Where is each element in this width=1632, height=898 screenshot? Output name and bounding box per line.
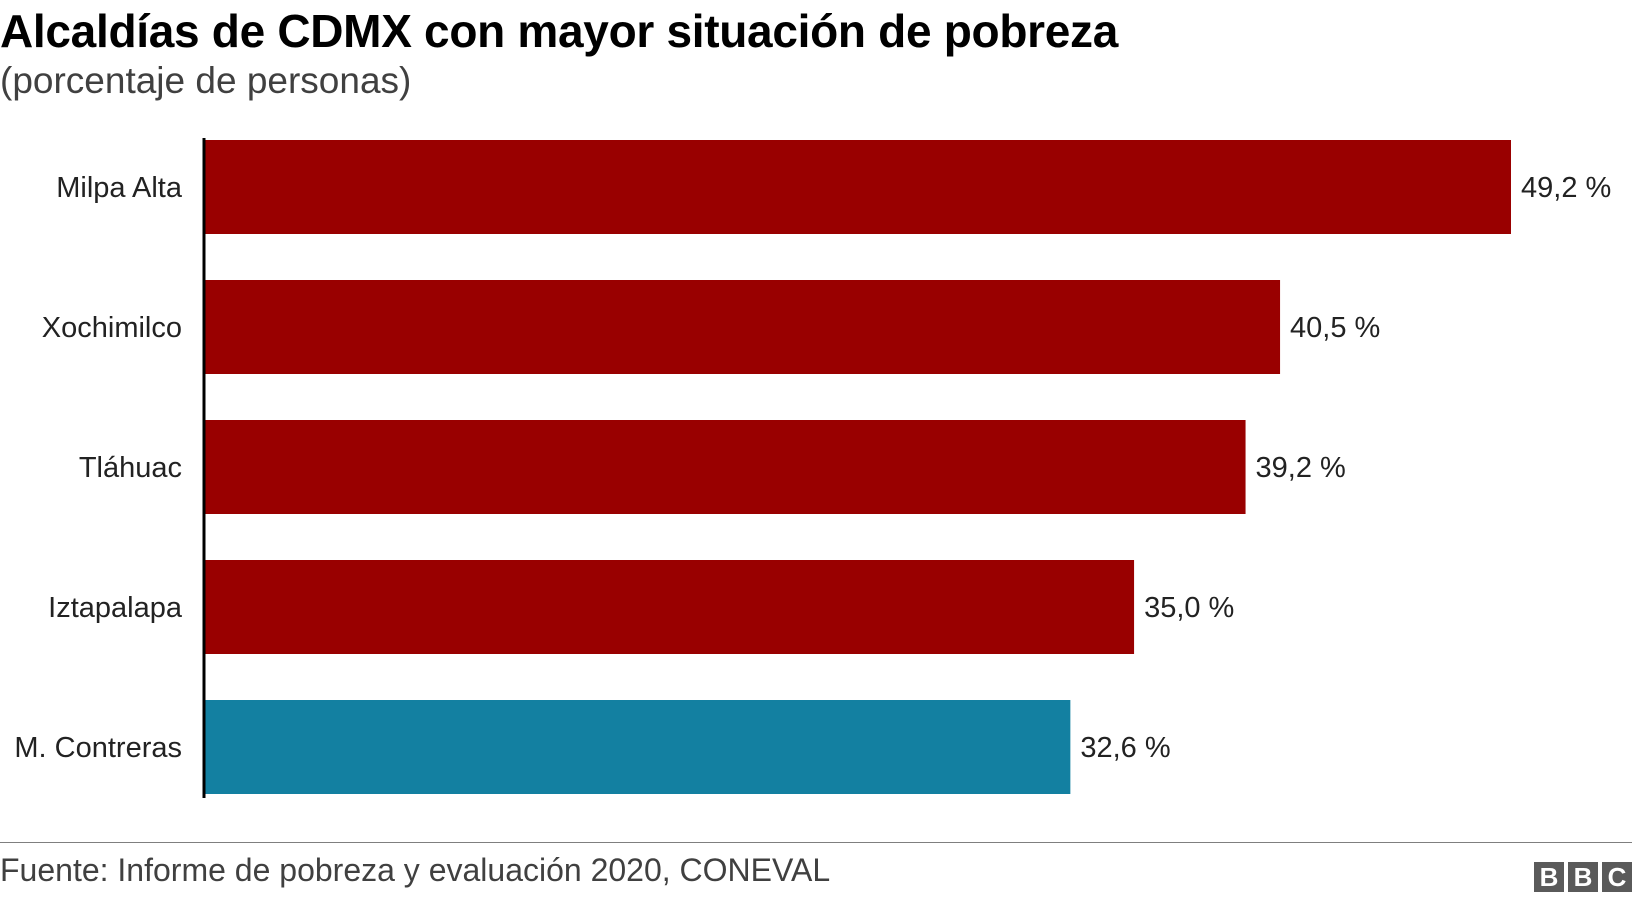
bar-3 bbox=[205, 560, 1135, 654]
category-label-2: Tláhuac bbox=[79, 452, 182, 484]
bar-2 bbox=[205, 420, 1246, 514]
chart-subtitle: (porcentaje de personas) bbox=[0, 60, 412, 101]
value-label-2: 39,2 % bbox=[1256, 452, 1346, 484]
source-note: Fuente: Informe de pobreza y evaluación … bbox=[0, 852, 831, 888]
bbc-logo-letter-3: C bbox=[1602, 862, 1632, 892]
bbc-logo-letter-1: B bbox=[1534, 862, 1564, 892]
bar-0 bbox=[205, 140, 1511, 234]
bbc-logo-letter-2: B bbox=[1568, 862, 1598, 892]
bbc-logo: B B C bbox=[1534, 862, 1632, 892]
value-label-0: 49,2 % bbox=[1521, 172, 1611, 204]
category-label-1: Xochimilco bbox=[42, 312, 182, 344]
category-label-0: Milpa Alta bbox=[56, 172, 183, 204]
category-label-4: M. Contreras bbox=[14, 732, 182, 764]
category-label-3: Iztapalapa bbox=[48, 592, 183, 624]
value-label-4: 32,6 % bbox=[1080, 732, 1170, 764]
value-label-1: 40,5 % bbox=[1290, 312, 1380, 344]
chart-title: Alcaldías de CDMX con mayor situación de… bbox=[0, 5, 1118, 57]
footer-divider bbox=[0, 842, 1632, 843]
bars-layer: Milpa Alta 49,2 % Xochimilco 40,5 % Tláhuac 3… bbox=[14, 140, 1611, 794]
bar-4 bbox=[205, 700, 1071, 794]
value-label-3: 35,0 % bbox=[1144, 592, 1234, 624]
bar-1 bbox=[205, 280, 1281, 374]
